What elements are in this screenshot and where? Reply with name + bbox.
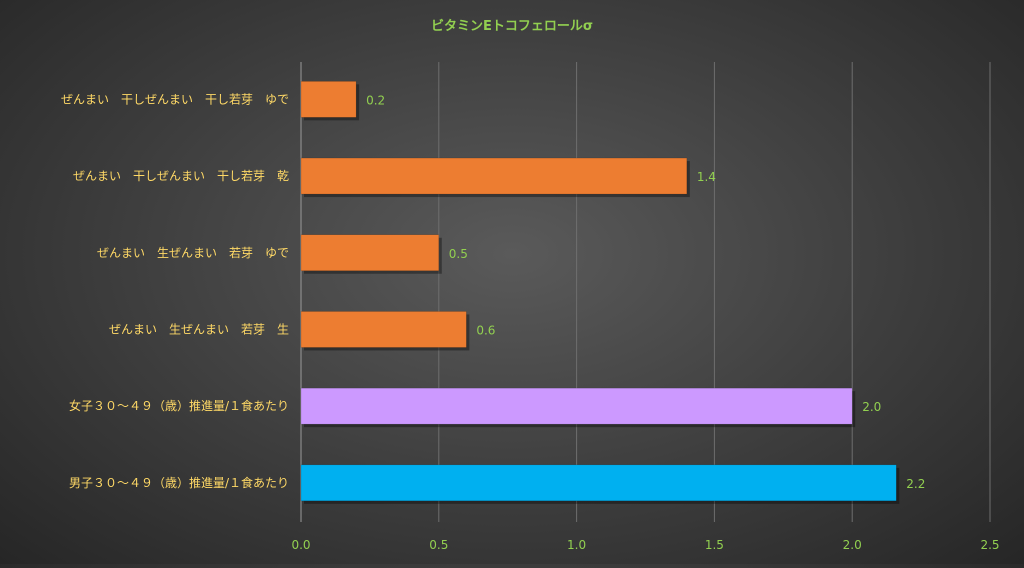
bars [300, 81, 900, 504]
x-tick-label: 1.0 [567, 538, 586, 552]
category-label: 女子３０～４９（歳）推進量/１食あたり [69, 398, 289, 413]
data-label: 0.5 [449, 247, 468, 261]
data-label: 2.0 [862, 400, 881, 414]
x-tick-label: 2.5 [980, 538, 999, 552]
bar [300, 234, 440, 271]
x-tick-label: 0.0 [291, 538, 310, 552]
category-label: ぜんまい 干しぜんまい 干し若芽 乾 [73, 169, 289, 183]
category-label: ぜんまい 生ぜんまい 若芽 ゆで [97, 246, 289, 260]
chart-title: ビタミンEトコフェロールσ [431, 18, 593, 34]
data-label: 2.2 [906, 477, 925, 491]
bar [300, 387, 853, 425]
x-tick-label: 1.5 [705, 538, 724, 552]
labels: 0.0 0.5 1.0 1.5 2.0 2.5 ぜんまい 干しぜんまい 干し若芽 ゆで 0.2… [61, 92, 1000, 552]
x-tick-label: 2.0 [843, 538, 862, 552]
category-label: ぜんまい 干しぜんまい 干し若芽 ゆで [61, 92, 289, 106]
category-label: 男子３０～４９（歳）推進量/１食あたり [69, 475, 289, 490]
bar [300, 311, 467, 348]
grid-lines [438, 62, 991, 522]
bar [300, 157, 688, 195]
bar [300, 464, 897, 502]
data-label: 0.2 [366, 93, 385, 107]
data-label: 0.6 [476, 323, 495, 337]
x-tick-label: 0.5 [429, 538, 448, 552]
category-label: ぜんまい 生ぜんまい 若芽 生 [109, 322, 289, 336]
bar [300, 81, 357, 118]
data-label: 1.4 [697, 170, 716, 184]
